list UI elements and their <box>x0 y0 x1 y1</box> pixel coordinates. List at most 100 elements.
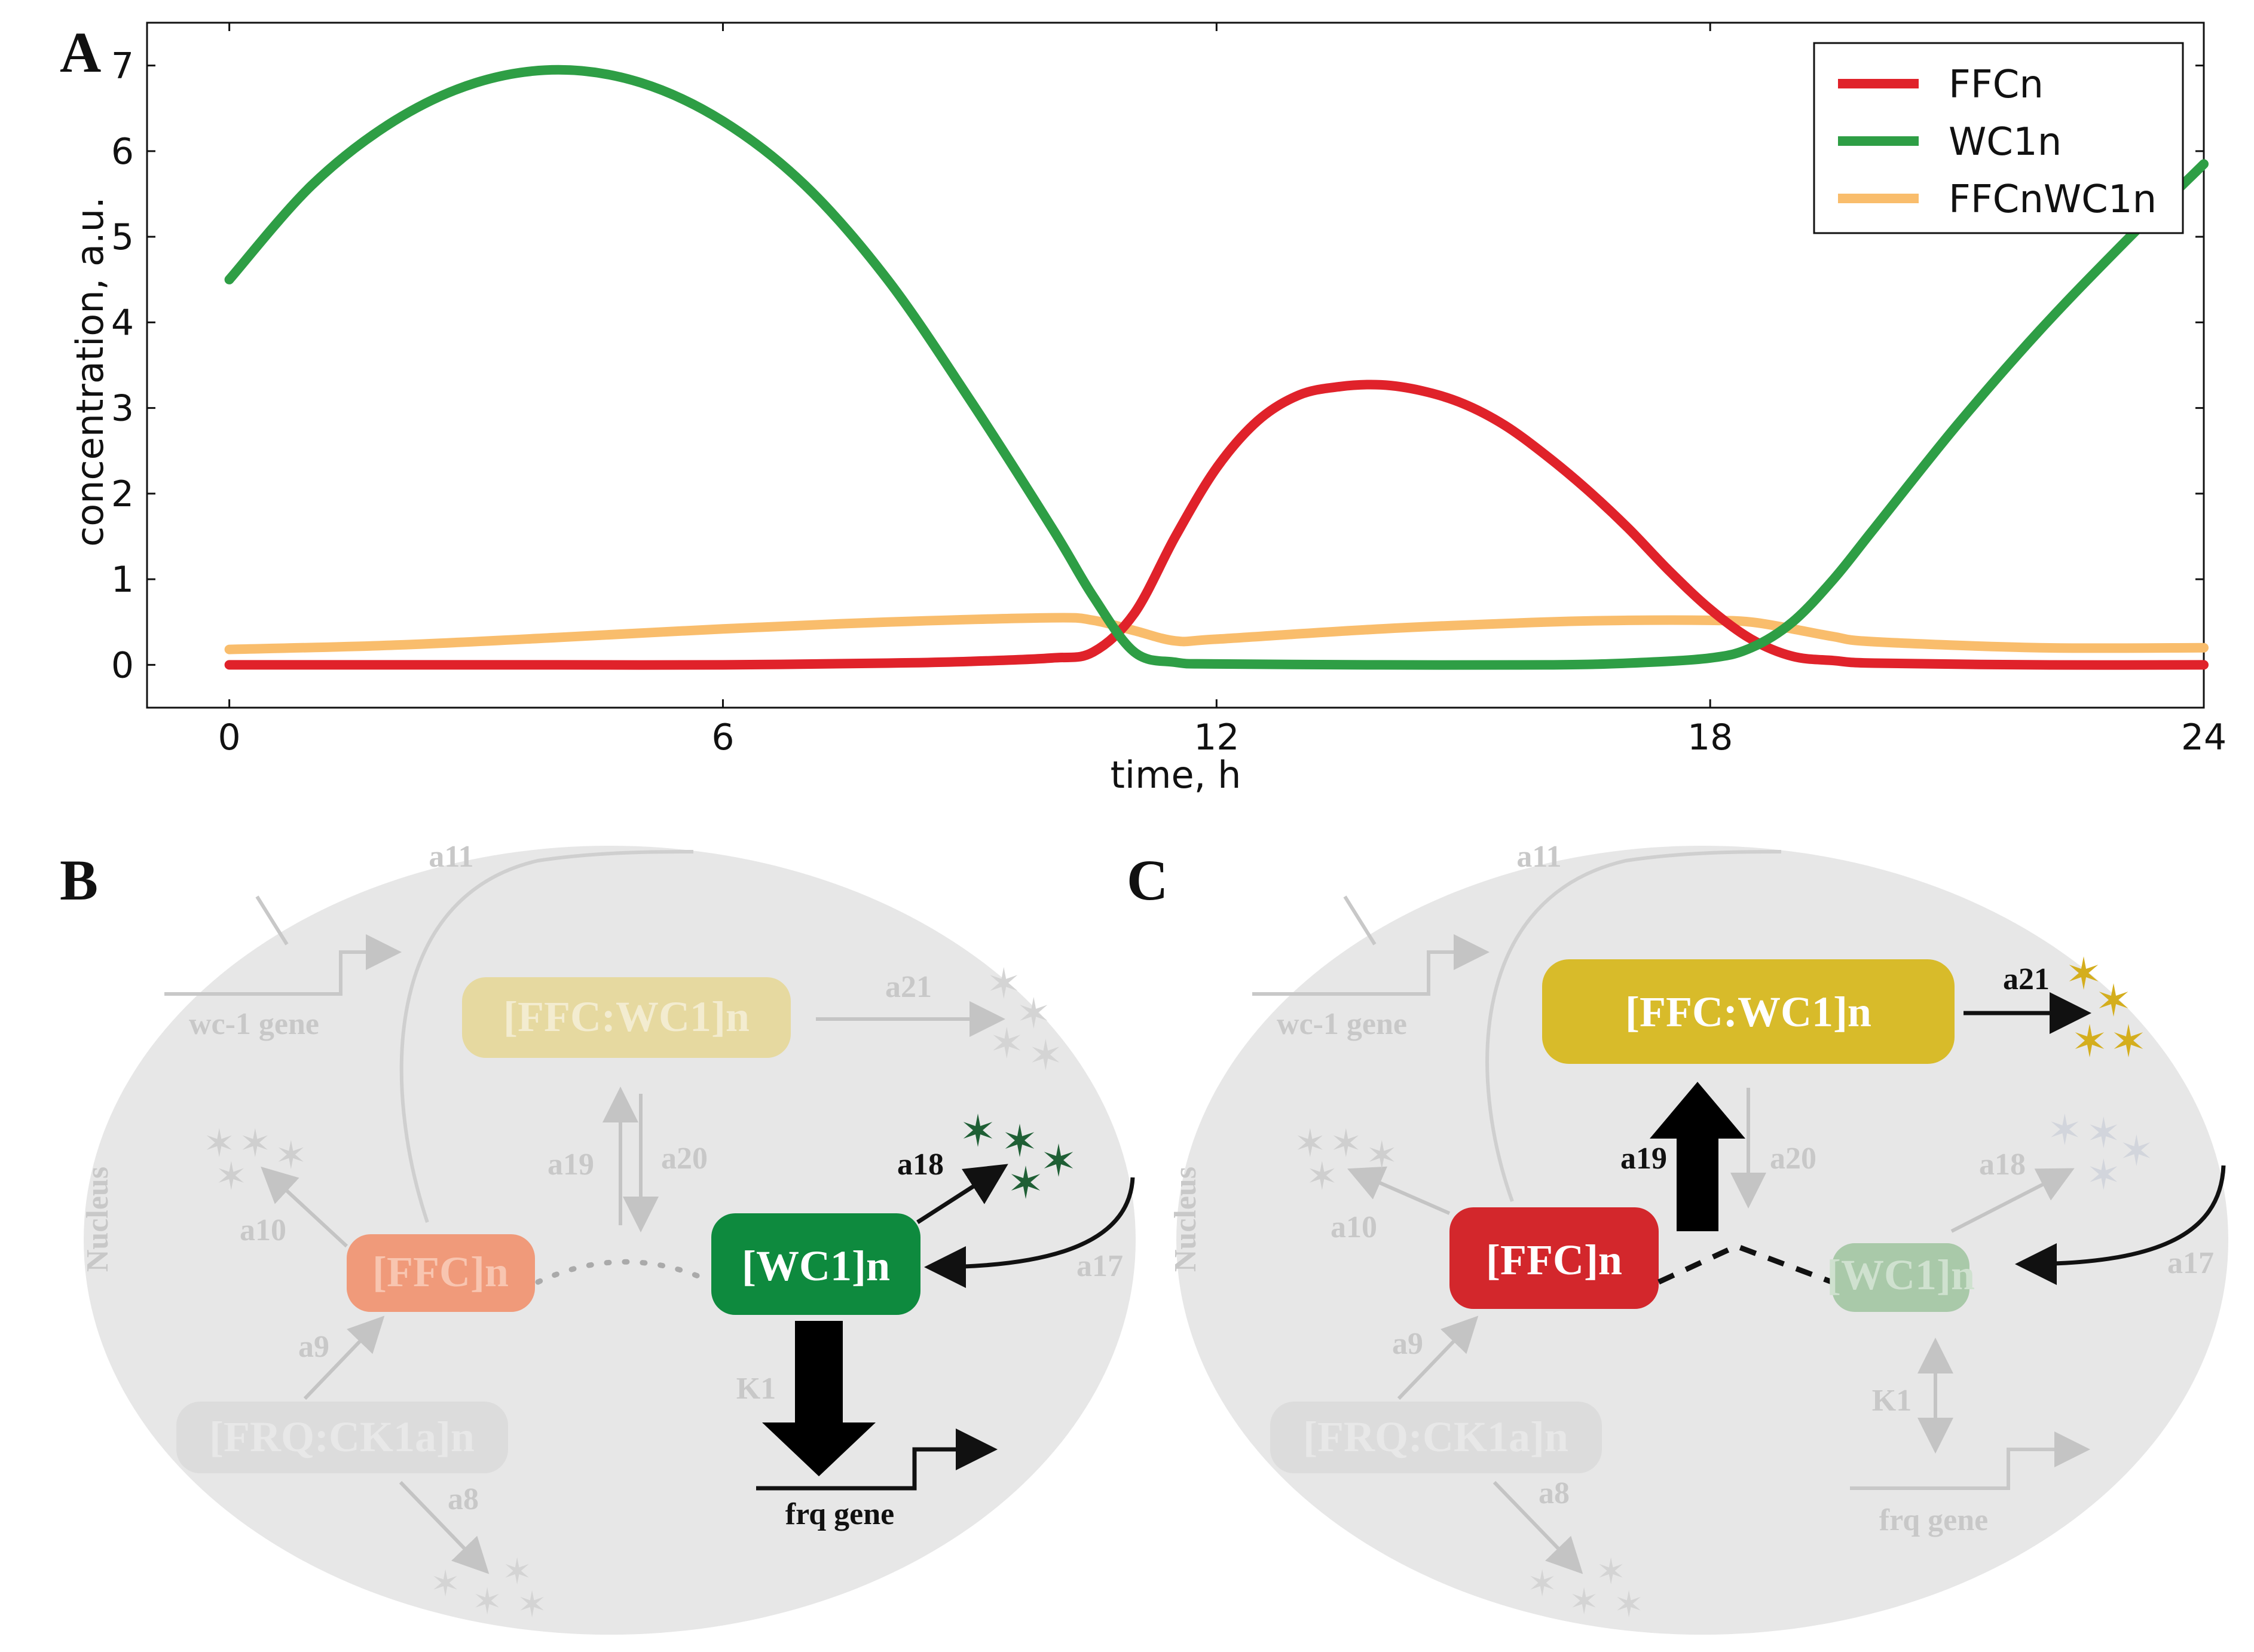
wc1-box <box>1832 1243 1969 1312</box>
series-lines <box>224 65 2209 670</box>
svg-text:✶: ✶ <box>1527 1563 1557 1605</box>
svg-text:✶: ✶ <box>1016 989 1051 1038</box>
a8-arrow <box>399 1480 490 1574</box>
a20-label: a20 <box>661 1142 708 1176</box>
svg-text:✶: ✶ <box>1040 1136 1077 1187</box>
x-tick-label: 6 <box>711 717 734 758</box>
svg-text:✶: ✶ <box>430 1563 460 1605</box>
y-tick-label: 4 <box>111 302 134 344</box>
a8-label: a8 <box>1539 1476 1570 1510</box>
svg-text:✶: ✶ <box>517 1584 547 1626</box>
a18-arrow <box>1950 1168 2075 1233</box>
a19-label: a19 <box>1620 1142 1667 1176</box>
a11-curve <box>399 850 694 1223</box>
panel-c-diagram: C Nucleus wc-1 gene a11 [FFC:WC1]n a21 ✶… <box>1127 840 2228 1635</box>
y-tick-label: 1 <box>111 559 134 601</box>
panel-label-b: B <box>60 848 98 912</box>
svg-text:✶: ✶ <box>1001 1116 1038 1167</box>
svg-text:✶: ✶ <box>2047 1106 2082 1155</box>
a10-star-icon: ✶ ✶ ✶✶ <box>203 1122 307 1199</box>
svg-text:✶: ✶ <box>1306 1155 1338 1199</box>
x-tick-label: 24 <box>2181 717 2227 758</box>
svg-text:✶: ✶ <box>959 1106 996 1157</box>
a10-label: a10 <box>240 1213 286 1247</box>
svg-text:✶: ✶ <box>1294 1122 1326 1166</box>
y-tick-label: 2 <box>111 473 134 515</box>
svg-text:✶: ✶ <box>239 1122 271 1166</box>
a18-star-icon: ✶✶✶✶ <box>2047 1106 2154 1200</box>
a20-label: a20 <box>1770 1142 1816 1176</box>
frq-ck1a-box <box>176 1402 508 1473</box>
ffc-wc1-dashed-link <box>1657 1243 1833 1285</box>
x-tick-label: 0 <box>218 717 241 758</box>
svg-text:✶: ✶ <box>215 1155 247 1199</box>
a17-arrow <box>924 1177 1135 1288</box>
a10-arrow <box>261 1166 348 1248</box>
wc1-gene-promoter <box>164 934 402 996</box>
panel-label-c: C <box>1127 848 1168 912</box>
a11-label: a11 <box>1516 840 1561 874</box>
frq-ck1a-label: [FRQ:CK1a]n <box>1303 1413 1568 1461</box>
legend-label-ffcn: FFCn <box>1949 63 2044 107</box>
a8-star-icon: ✶ ✶✶✶ <box>430 1551 547 1626</box>
nucleus-label: Nucleus <box>1169 1167 1203 1272</box>
svg-text:✶: ✶ <box>2086 1109 2121 1158</box>
a8-star-icon: ✶ ✶✶✶ <box>1527 1551 1644 1626</box>
wc1-gene-label: wc-1 gene <box>1277 1007 1407 1041</box>
svg-text:✶: ✶ <box>2086 1151 2121 1200</box>
a11-label: a11 <box>429 840 473 874</box>
svg-text:✶: ✶ <box>1596 1551 1626 1593</box>
x-tick-label: 18 <box>1687 717 1733 758</box>
panel-label-a: A <box>60 20 101 84</box>
svg-text:✶: ✶ <box>1366 1134 1398 1178</box>
frq-ck1a-box <box>1270 1402 1602 1473</box>
svg-text:✶: ✶ <box>1007 1158 1044 1209</box>
a17-label: a17 <box>1076 1249 1123 1283</box>
frq-gene-label: frq gene <box>1879 1503 1988 1537</box>
wc1-label: [WC1]n <box>742 1242 890 1290</box>
wc1-gene-repressor <box>255 895 289 946</box>
a19-thick-arrow <box>1650 1082 1745 1231</box>
x-axis-label: time, h <box>1111 753 1241 797</box>
series-line-ffcnwc1n <box>224 613 2209 654</box>
a9-arrow <box>303 1316 385 1400</box>
a9-label: a9 <box>298 1330 329 1364</box>
ffc-wc1-complex-box <box>462 977 791 1058</box>
y-tick-label: 5 <box>111 216 134 258</box>
nucleus-label: Nucleus <box>81 1167 115 1272</box>
frq-gene-label: frq gene <box>785 1497 894 1531</box>
legend-label-wc1n: WC1n <box>1949 120 2062 164</box>
a10-label: a10 <box>1331 1210 1377 1244</box>
a10-star-icon: ✶ ✶ ✶✶ <box>1294 1122 1398 1199</box>
a21-label: a21 <box>885 970 932 1004</box>
frq-gene-promoter <box>1850 1431 2090 1490</box>
svg-text:✶: ✶ <box>1330 1122 1362 1166</box>
svg-text:✶: ✶ <box>472 1581 502 1623</box>
svg-text:✶: ✶ <box>1028 1031 1063 1080</box>
a18-label: a18 <box>897 1148 944 1182</box>
wc1-gene-repressor <box>1343 895 1377 946</box>
a18-arrow <box>916 1164 1008 1224</box>
plot-frame <box>146 22 2205 709</box>
x-axis-ticks: 0 6 12 18 24 <box>218 23 2227 758</box>
y-tick-label: 3 <box>111 388 134 430</box>
a17-label: a17 <box>2167 1246 2214 1280</box>
svg-text:✶: ✶ <box>989 1019 1024 1068</box>
ffc-wc1-complex-box <box>1542 959 1955 1064</box>
ffc-wc1-complex-label: [FFC:WC1]n <box>503 993 750 1041</box>
x-tick-label: 12 <box>1194 717 1239 758</box>
y-tick-label: 7 <box>111 45 134 87</box>
y-axis-ticks: 0 1 2 3 4 5 6 7 <box>111 45 2204 686</box>
a19-label: a19 <box>548 1148 594 1182</box>
ffc-box <box>347 1234 535 1312</box>
svg-text:✶: ✶ <box>986 959 1022 1008</box>
ffc-box <box>1449 1207 1659 1309</box>
a10-arrow <box>1347 1166 1451 1215</box>
a18-label: a18 <box>1979 1148 2026 1182</box>
degradation-star-icon: ✶✶✶ ✶ <box>986 959 1063 1080</box>
a9-label: a9 <box>1392 1327 1423 1361</box>
y-axis-label: concentration, a.u. <box>68 197 112 547</box>
